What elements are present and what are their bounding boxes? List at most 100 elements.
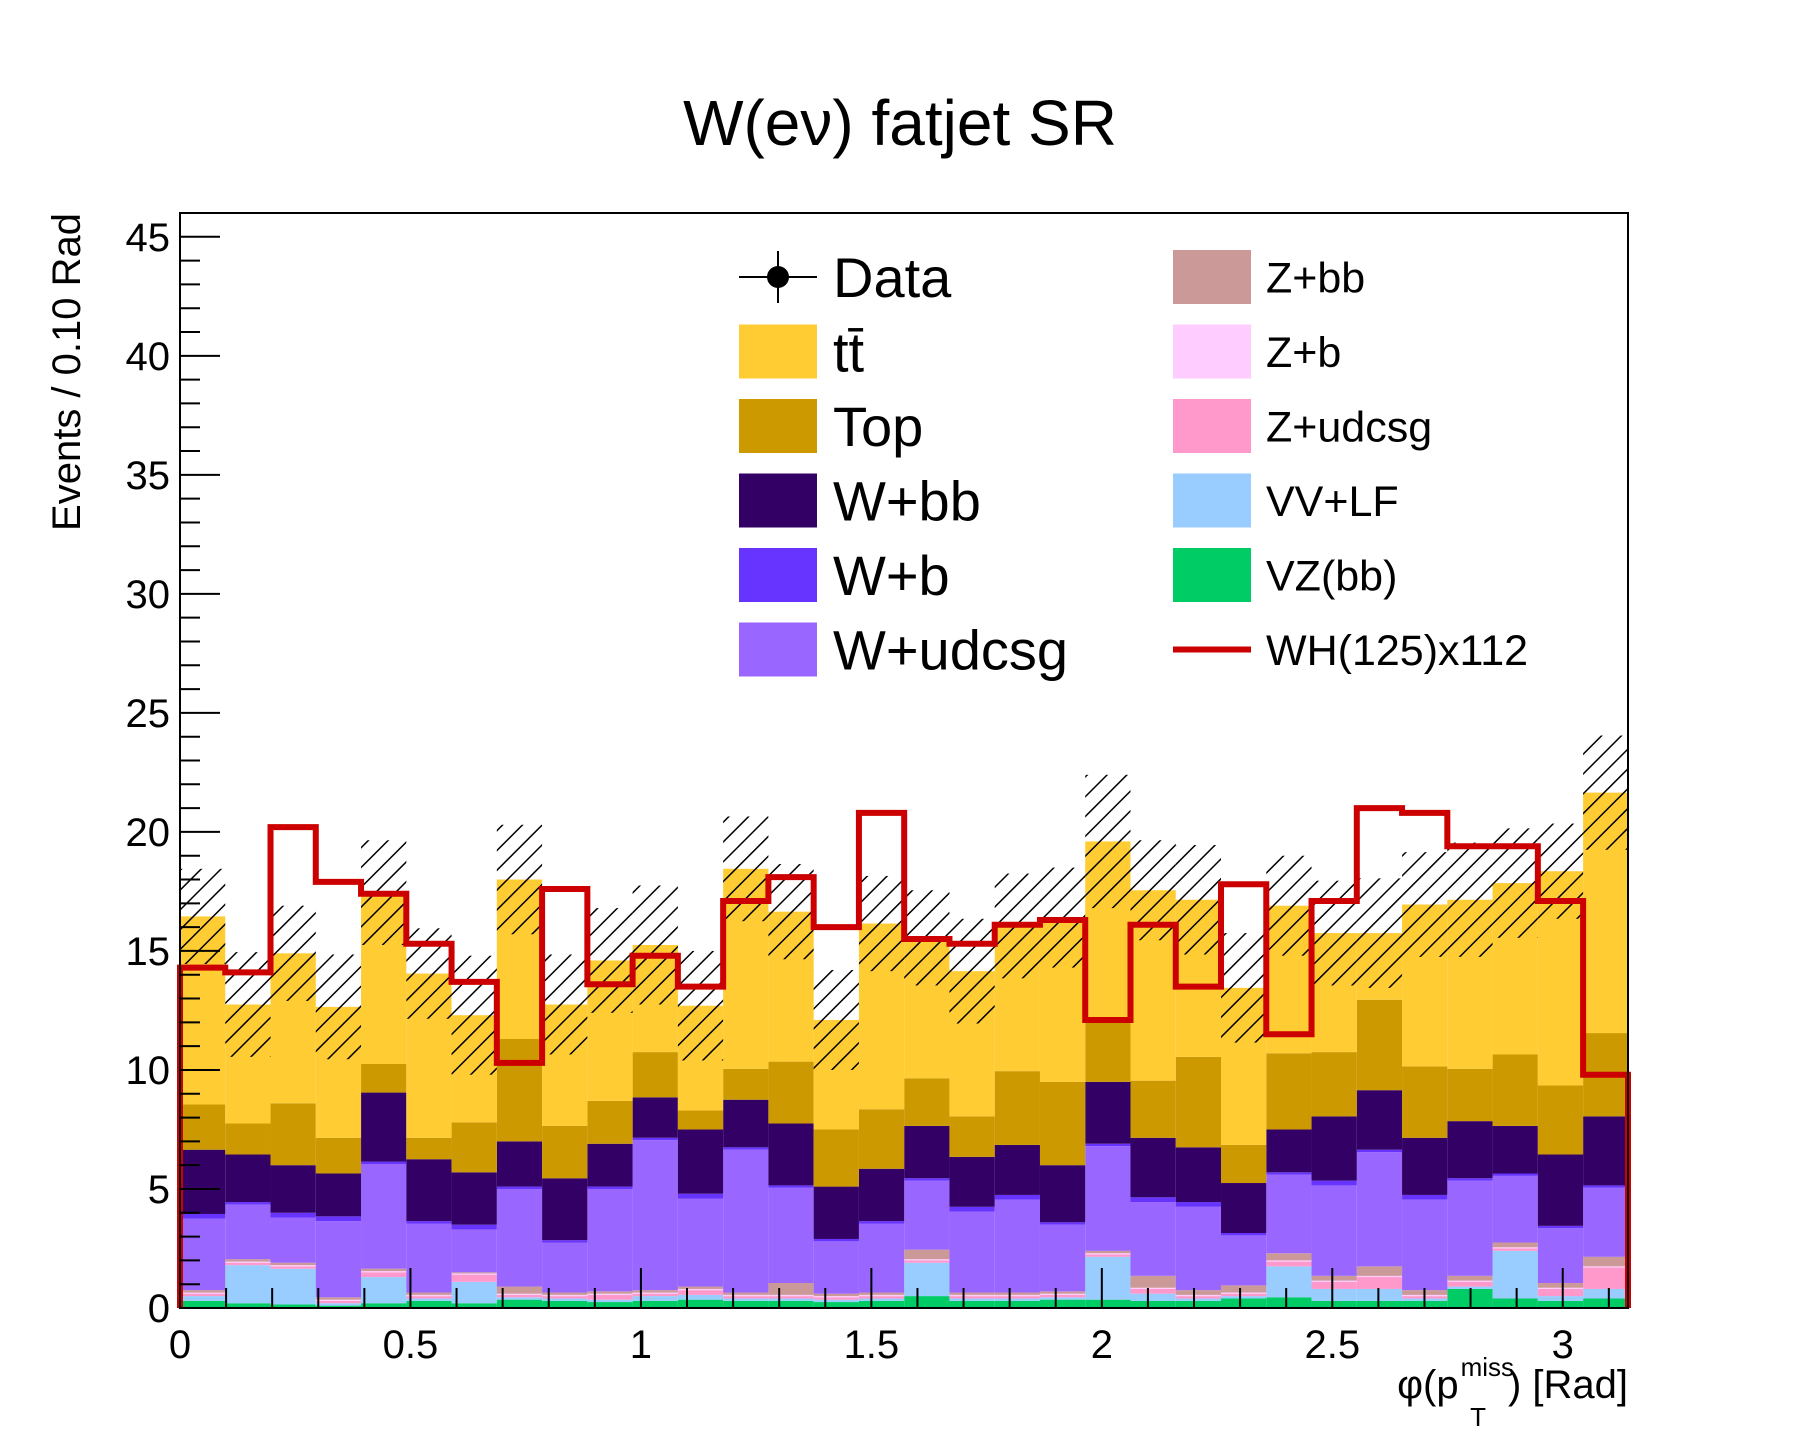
bar-w-b-13 <box>768 1185 814 1188</box>
bar-z-udcsg-1 <box>225 1262 271 1266</box>
bar-vv-lf-23 <box>1221 1296 1267 1299</box>
bar-w-bb-11 <box>677 1129 724 1194</box>
bar-top-27 <box>1402 1066 1448 1138</box>
uncertainty-band-22 <box>1175 845 1222 955</box>
uncertainty-band-31 <box>1583 735 1628 850</box>
uncertainty-band-15 <box>858 875 905 972</box>
bar-w-udcsg-16 <box>904 1180 950 1250</box>
bar-vv-lf-17 <box>949 1298 995 1301</box>
bar-w-udcsg-13 <box>768 1187 814 1284</box>
bar-z-bb-18 <box>994 1292 1040 1295</box>
bar-z-b-16 <box>904 1259 950 1261</box>
bar-z-udcsg-8 <box>542 1296 588 1299</box>
bar-top-17 <box>949 1116 995 1157</box>
bar-vv-lf-18 <box>994 1298 1040 1301</box>
bar-w-udcsg-9 <box>587 1188 633 1292</box>
bar-z-bb-23 <box>1221 1285 1267 1293</box>
y-tick-label-8: 40 <box>126 335 171 379</box>
bar-vz-bb--2 <box>270 1304 316 1308</box>
bar-w-b-18 <box>994 1194 1040 1200</box>
bar-vz-bb--17 <box>949 1300 995 1308</box>
bar-vv-lf-9 <box>587 1299 633 1303</box>
bar-vz-bb--14 <box>813 1302 859 1308</box>
legend-label-z-udcsg: Z+udcsg <box>1266 403 1432 451</box>
bar-w-bb-15 <box>858 1168 905 1222</box>
bar-w-b-16 <box>904 1178 950 1181</box>
bar-z-bb-3 <box>315 1297 362 1300</box>
legend-label-w-bb: W+bb <box>833 470 981 533</box>
bar-w-b-6 <box>451 1224 497 1230</box>
bar-w-bb-9 <box>587 1143 633 1187</box>
bar-z-bb-29 <box>1492 1242 1538 1248</box>
bar-z-b-1 <box>225 1261 271 1263</box>
bar-w-b-4 <box>361 1161 407 1164</box>
bar-vz-bb--22 <box>1175 1300 1222 1308</box>
bar-z-b-8 <box>542 1294 588 1297</box>
bar-vz-bb--26 <box>1356 1300 1403 1308</box>
bar-z-udcsg-3 <box>315 1300 362 1304</box>
bar-w-udcsg-11 <box>677 1198 724 1287</box>
bar-z-bb-6 <box>451 1272 497 1274</box>
bar-z-b-30 <box>1537 1287 1584 1289</box>
bar-top-29 <box>1492 1054 1538 1126</box>
bar-top-9 <box>587 1100 633 1144</box>
bar-w-b-25 <box>1311 1180 1357 1186</box>
bar-vv-lf-14 <box>813 1299 859 1303</box>
legend-label-z-bb: Z+bb <box>1266 254 1365 302</box>
bar-vz-bb--31 <box>1583 1298 1628 1308</box>
legend-label-vv-lf: VV+LF <box>1266 478 1399 526</box>
bar-vv-lf-4 <box>361 1277 407 1304</box>
bar-vz-bb--8 <box>542 1300 588 1308</box>
bar-z-udcsg-19 <box>1039 1294 1086 1298</box>
bar-w-udcsg-1 <box>225 1204 271 1260</box>
bar-vv-lf-11 <box>677 1294 724 1300</box>
bar-z-b-3 <box>315 1299 362 1301</box>
bar-w-b-15 <box>858 1221 905 1224</box>
bar-vz-bb--30 <box>1537 1300 1584 1308</box>
bar-w-bb-17 <box>949 1156 995 1207</box>
bar-z-udcsg-31 <box>1583 1267 1628 1289</box>
bar-z-b-29 <box>1492 1247 1538 1249</box>
bar-w-bb-14 <box>813 1186 859 1239</box>
bar-top-7 <box>496 1039 543 1142</box>
bar-z-udcsg-12 <box>723 1296 769 1299</box>
bar-vz-bb--4 <box>361 1303 407 1308</box>
bar-vv-lf-25 <box>1311 1288 1357 1301</box>
bar-top-14 <box>813 1129 859 1187</box>
bar-w-b-8 <box>542 1240 588 1243</box>
uncertainty-band-14 <box>813 969 859 1070</box>
bar-z-udcsg-28 <box>1447 1281 1493 1287</box>
bar-w-b-1 <box>225 1202 271 1205</box>
bar-w-b-0 <box>180 1213 226 1219</box>
x-tick-label-4: 2 <box>1091 1323 1113 1367</box>
bar-top-10 <box>632 1052 678 1098</box>
bar-z-udcsg-13 <box>768 1296 814 1299</box>
bar-w-udcsg-22 <box>1175 1206 1222 1291</box>
bar-vv-lf-0 <box>180 1296 226 1301</box>
bar-w-b-30 <box>1537 1225 1584 1229</box>
bar-top-13 <box>768 1061 814 1124</box>
bar-vv-lf-24 <box>1266 1266 1312 1298</box>
bar-vv-lf-26 <box>1356 1288 1403 1301</box>
y-tick-label-2: 10 <box>126 1049 171 1093</box>
bar-vv-lf-2 <box>270 1268 316 1305</box>
bar-z-udcsg-24 <box>1266 1261 1312 1267</box>
bar-w-bb-5 <box>406 1159 452 1222</box>
bar-z-b-24 <box>1266 1260 1312 1262</box>
bar-w-bb-7 <box>496 1141 543 1187</box>
bar-top-30 <box>1537 1085 1584 1155</box>
bar-z-udcsg-16 <box>904 1260 950 1263</box>
bar-w-udcsg-30 <box>1537 1228 1584 1284</box>
bar-w-bb-18 <box>994 1144 1040 1195</box>
uncertainty-band-24 <box>1266 855 1312 956</box>
bar-top-18 <box>994 1071 1040 1145</box>
bar-z-bb-11 <box>677 1286 724 1289</box>
legend-label-ttbar: tt̄ <box>833 321 865 384</box>
x-axis-label-sub: T <box>1470 1402 1486 1432</box>
legend-label-w-udcsg: W+udcsg <box>833 619 1068 682</box>
signal-line-wh125 <box>177 805 1631 1308</box>
bar-w-udcsg-23 <box>1221 1235 1267 1286</box>
uncertainty-band-7 <box>496 824 543 935</box>
uncertainty-band-27 <box>1402 852 1448 957</box>
bar-w-udcsg-31 <box>1583 1187 1628 1257</box>
